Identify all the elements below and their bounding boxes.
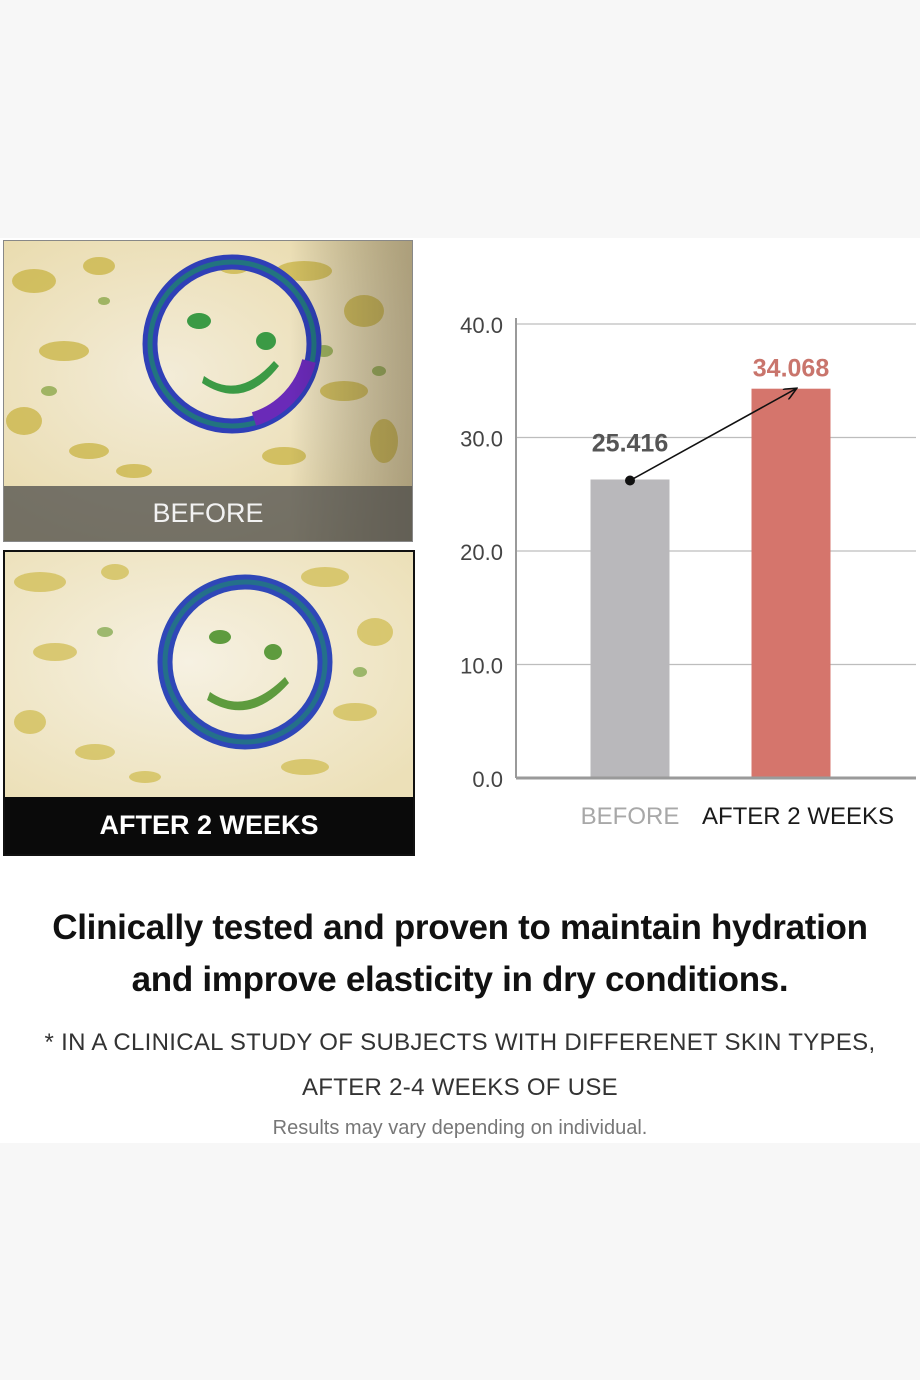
- before-caption: BEFORE: [4, 486, 412, 541]
- footnote-line-1: * IN A CLINICAL STUDY OF SUBJECTS WITH D…: [44, 1029, 876, 1056]
- data-labels: 25.416 34.068: [592, 355, 830, 458]
- grid-lines: [516, 323, 916, 666]
- x-axis-categories: BEFORE AFTER 2 WEEKS: [581, 803, 894, 830]
- y-tick-label: 40.0: [460, 313, 503, 338]
- after-caption: AFTER 2 WEEKS: [5, 797, 413, 854]
- bar-before: [590, 479, 670, 777]
- after-photo: AFTER 2 WEEKS: [3, 550, 415, 856]
- bars: [590, 388, 831, 777]
- data-label-before: 25.416: [592, 429, 668, 457]
- category-after: AFTER 2 WEEKS: [702, 803, 894, 830]
- category-before: BEFORE: [581, 803, 680, 830]
- study-footnote: * IN A CLINICAL STUDY OF SUBJECTS WITH D…: [0, 1020, 920, 1110]
- headline: Clinically tested and proven to maintain…: [0, 902, 920, 1006]
- headline-line-2: and improve elasticity in dry conditions…: [131, 960, 789, 999]
- y-tick-label: 0.0: [472, 767, 503, 792]
- after-skin-image: [5, 552, 413, 797]
- y-tick-label: 10.0: [460, 654, 503, 679]
- y-tick-label: 30.0: [460, 427, 503, 452]
- results-disclaimer: Results may vary depending on individual…: [272, 1117, 648, 1139]
- trend-start-dot: [625, 475, 635, 486]
- headline-line-1: Clinically tested and proven to maintain…: [52, 908, 868, 947]
- data-label-after: 34.068: [753, 355, 830, 383]
- y-axis-ticks: 0.0 10.0 20.0 30.0 40.0: [460, 313, 503, 792]
- trend-arrow: [629, 389, 796, 482]
- before-photo: BEFORE: [3, 240, 413, 542]
- bar-after: [751, 388, 831, 777]
- y-tick-label: 20.0: [460, 540, 503, 565]
- footnote-line-2: AFTER 2-4 WEEKS OF USE: [302, 1074, 618, 1101]
- hydration-bar-chart: 0.0 10.0 20.0 30.0 40.0 25.416 34.068 BEFORE A…: [460, 313, 916, 830]
